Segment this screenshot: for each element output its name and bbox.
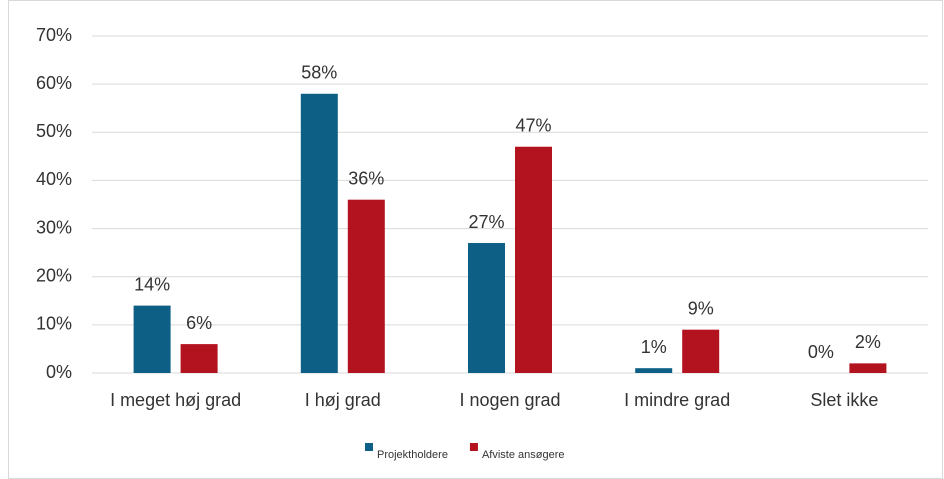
bar [468,243,505,373]
bar [849,363,887,373]
bar [133,305,171,373]
legend-label: Afviste ansøgere [482,449,565,461]
bar [300,93,338,374]
data-label: 2% [855,332,881,352]
legend-label: Projektholdere [377,449,448,461]
bar [635,368,673,373]
y-tick-label: 20% [36,265,72,285]
data-label: 27% [468,212,504,232]
y-tick-label: 0% [46,362,72,382]
y-tick-label: 30% [36,217,72,237]
y-tick-label: 50% [36,121,72,141]
x-tick-label: Slet ikke [810,390,878,410]
bar [515,146,552,373]
data-label: 47% [515,115,551,135]
data-label: 36% [348,168,384,188]
data-label: 0% [808,342,834,362]
data-label: 9% [688,298,714,318]
x-tick-label: I høj grad [305,390,381,410]
bar [682,329,720,373]
x-tick-label: I meget høj grad [110,390,241,410]
y-tick-label: 40% [36,169,72,189]
data-label: 1% [641,337,667,357]
x-tick-label: I mindre grad [624,390,730,410]
x-tick-label: I nogen grad [459,390,560,410]
y-tick-label: 60% [36,73,72,93]
data-label: 14% [134,274,170,294]
bar [180,344,218,373]
data-label: 6% [186,313,212,333]
data-label: 58% [301,63,337,83]
y-tick-label: 70% [36,25,72,45]
y-tick-label: 10% [36,314,72,334]
legend-swatch [365,443,373,451]
legend-swatch [469,443,478,451]
bar [347,199,385,373]
